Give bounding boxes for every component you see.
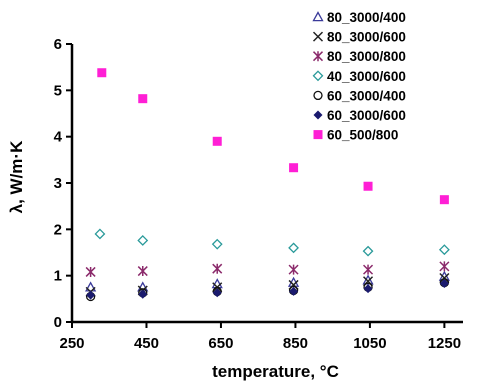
data-point [363, 181, 373, 191]
y-tick-label: 4 [54, 129, 63, 146]
data-point [363, 284, 373, 294]
data-point [137, 266, 148, 277]
data-points [85, 68, 450, 302]
x-tick-label: 850 [283, 335, 308, 352]
legend-marker [312, 31, 324, 42]
y-tick-label: 2 [54, 221, 62, 238]
legend-marker [313, 110, 323, 120]
series-4 [85, 277, 450, 302]
y-tick-label: 1 [54, 268, 62, 285]
legend-marker [313, 90, 323, 101]
x-tick-label: 1050 [353, 335, 386, 352]
data-point [289, 163, 299, 173]
data-point [439, 279, 449, 289]
data-point [363, 264, 374, 275]
data-point [211, 238, 223, 250]
legend-label: 60_3000/600 [327, 108, 406, 123]
data-point [85, 266, 96, 277]
data-point [288, 264, 299, 275]
legend-label: 80_3000/600 [327, 30, 406, 45]
y-axis-title: λ, W/m·K [7, 140, 26, 213]
x-tick-label: 650 [208, 335, 233, 352]
series-3 [94, 228, 450, 257]
x-axis-title: temperature, °C [212, 362, 339, 381]
y-tick-label: 3 [54, 175, 62, 192]
series-2 [85, 261, 450, 277]
legend-marker [313, 130, 323, 140]
x-tick-label: 250 [59, 335, 84, 352]
y-tick-label: 6 [54, 36, 62, 53]
series-6 [97, 68, 449, 205]
legend-label: 60_500/800 [327, 128, 398, 143]
data-point [362, 245, 374, 257]
legend-label: 80_3000/400 [327, 10, 406, 25]
legend-label: 80_3000/800 [327, 49, 406, 64]
axis-ticks: 0 1 2 3 4 5 6 250 450 650 850 1050 1250 [54, 36, 461, 352]
data-point [212, 288, 222, 298]
legend-marker [312, 70, 324, 82]
data-point [289, 286, 299, 296]
x-tick-label: 1250 [428, 335, 461, 352]
legend-marker [312, 51, 324, 62]
data-point [138, 94, 148, 104]
data-point [138, 289, 148, 299]
data-point [439, 195, 449, 205]
y-tick-label: 5 [54, 82, 62, 99]
data-point [288, 242, 299, 254]
data-point [212, 263, 223, 274]
legend-marker [312, 11, 324, 22]
data-point [212, 136, 222, 146]
legend-label: 40_3000/600 [327, 69, 406, 84]
data-point [86, 290, 96, 300]
legend: 80_3000/400 80_3000/600 80_3000/800 40_3000… [312, 10, 406, 143]
data-point [137, 235, 149, 246]
data-point [97, 68, 107, 78]
data-point [438, 244, 450, 256]
x-tick-label: 450 [134, 335, 159, 352]
y-tick-label: 0 [54, 314, 62, 331]
series-5 [86, 279, 449, 300]
data-point [94, 228, 106, 240]
legend-label: 60_3000/400 [327, 88, 406, 103]
data-point [439, 261, 450, 272]
